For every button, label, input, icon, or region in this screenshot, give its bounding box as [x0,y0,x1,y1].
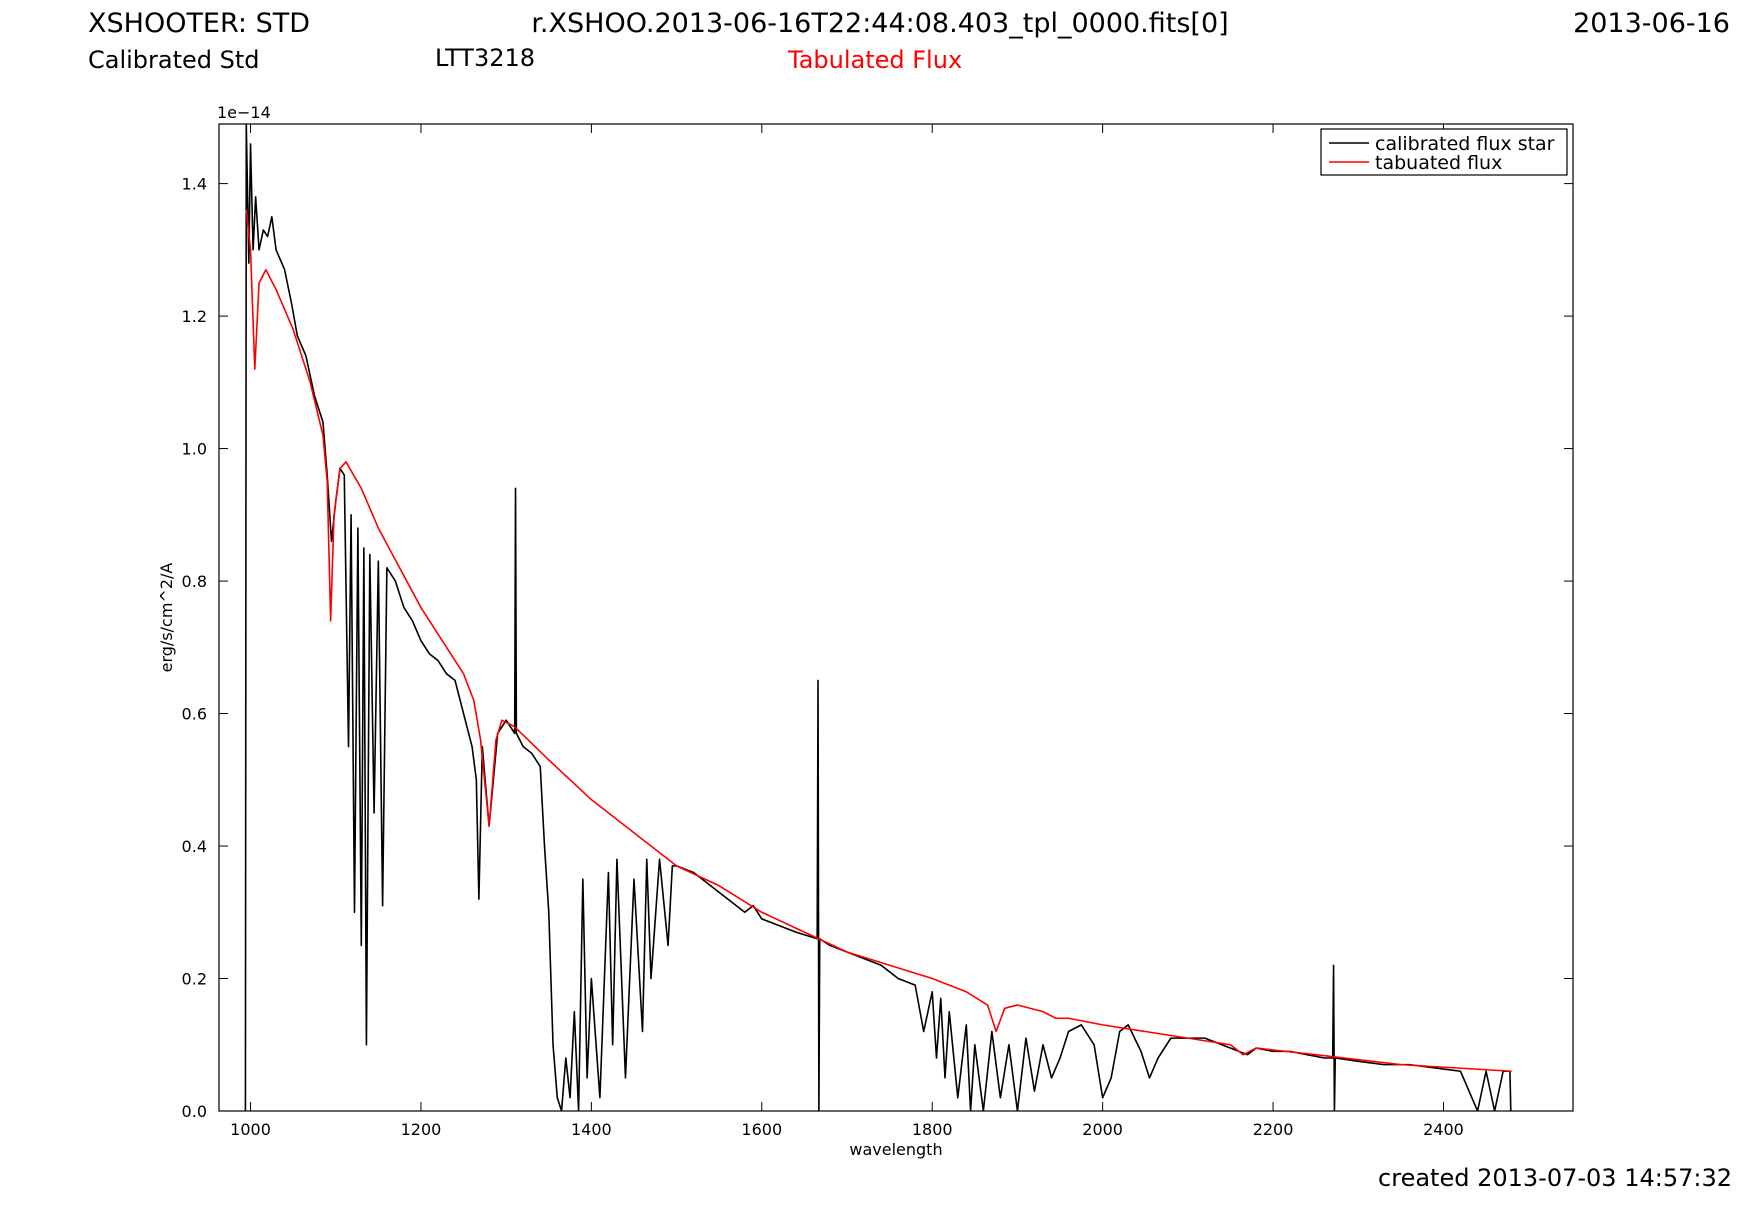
x-tick-label: 1600 [741,1120,782,1139]
y-offset-label: 1e−14 [217,103,271,122]
plot-frame [218,123,1574,1112]
y-tick-label: 1.0 [182,440,207,459]
x-axis-label: wavelength [849,1140,942,1159]
date: 2013-06-16 [1573,8,1730,39]
x-tick-label: 1200 [401,1120,442,1139]
series-line [245,210,1512,1073]
y-tick-label: 0.2 [182,970,207,989]
series-line [244,124,1512,1111]
y-tick-label: 0.8 [182,572,207,591]
y-tick-label: 1.4 [182,175,207,194]
created: created 2013-07-03 14:57:32 [1378,1164,1732,1192]
legend-box [1320,128,1568,176]
legend-label: tabuated flux [1375,152,1502,174]
filename: r.XSHOO.2013-06-16T22:44:08.403_tpl_0000… [531,8,1228,39]
object: LTT3218 [435,44,535,72]
y-axis-label: erg/s/cm^2/A [157,563,176,673]
x-tick-label: 2400 [1423,1120,1464,1139]
y-tick-label: 0.0 [182,1102,207,1121]
legend-label: calibrated flux star [1375,133,1555,155]
annotation: Tabulated Flux [787,46,962,74]
y-tick-label: 0.4 [182,837,207,856]
x-tick-label: 1800 [912,1120,953,1139]
x-tick-label: 2000 [1082,1120,1123,1139]
x-tick-label: 2200 [1253,1120,1294,1139]
subtitle: Calibrated Std [88,46,260,74]
y-tick-label: 1.2 [182,307,207,326]
x-tick-label: 1400 [571,1120,612,1139]
x-tick-label: 1000 [230,1120,271,1139]
title: XSHOOTER: STD [88,8,310,39]
y-tick-label: 0.6 [182,705,207,724]
